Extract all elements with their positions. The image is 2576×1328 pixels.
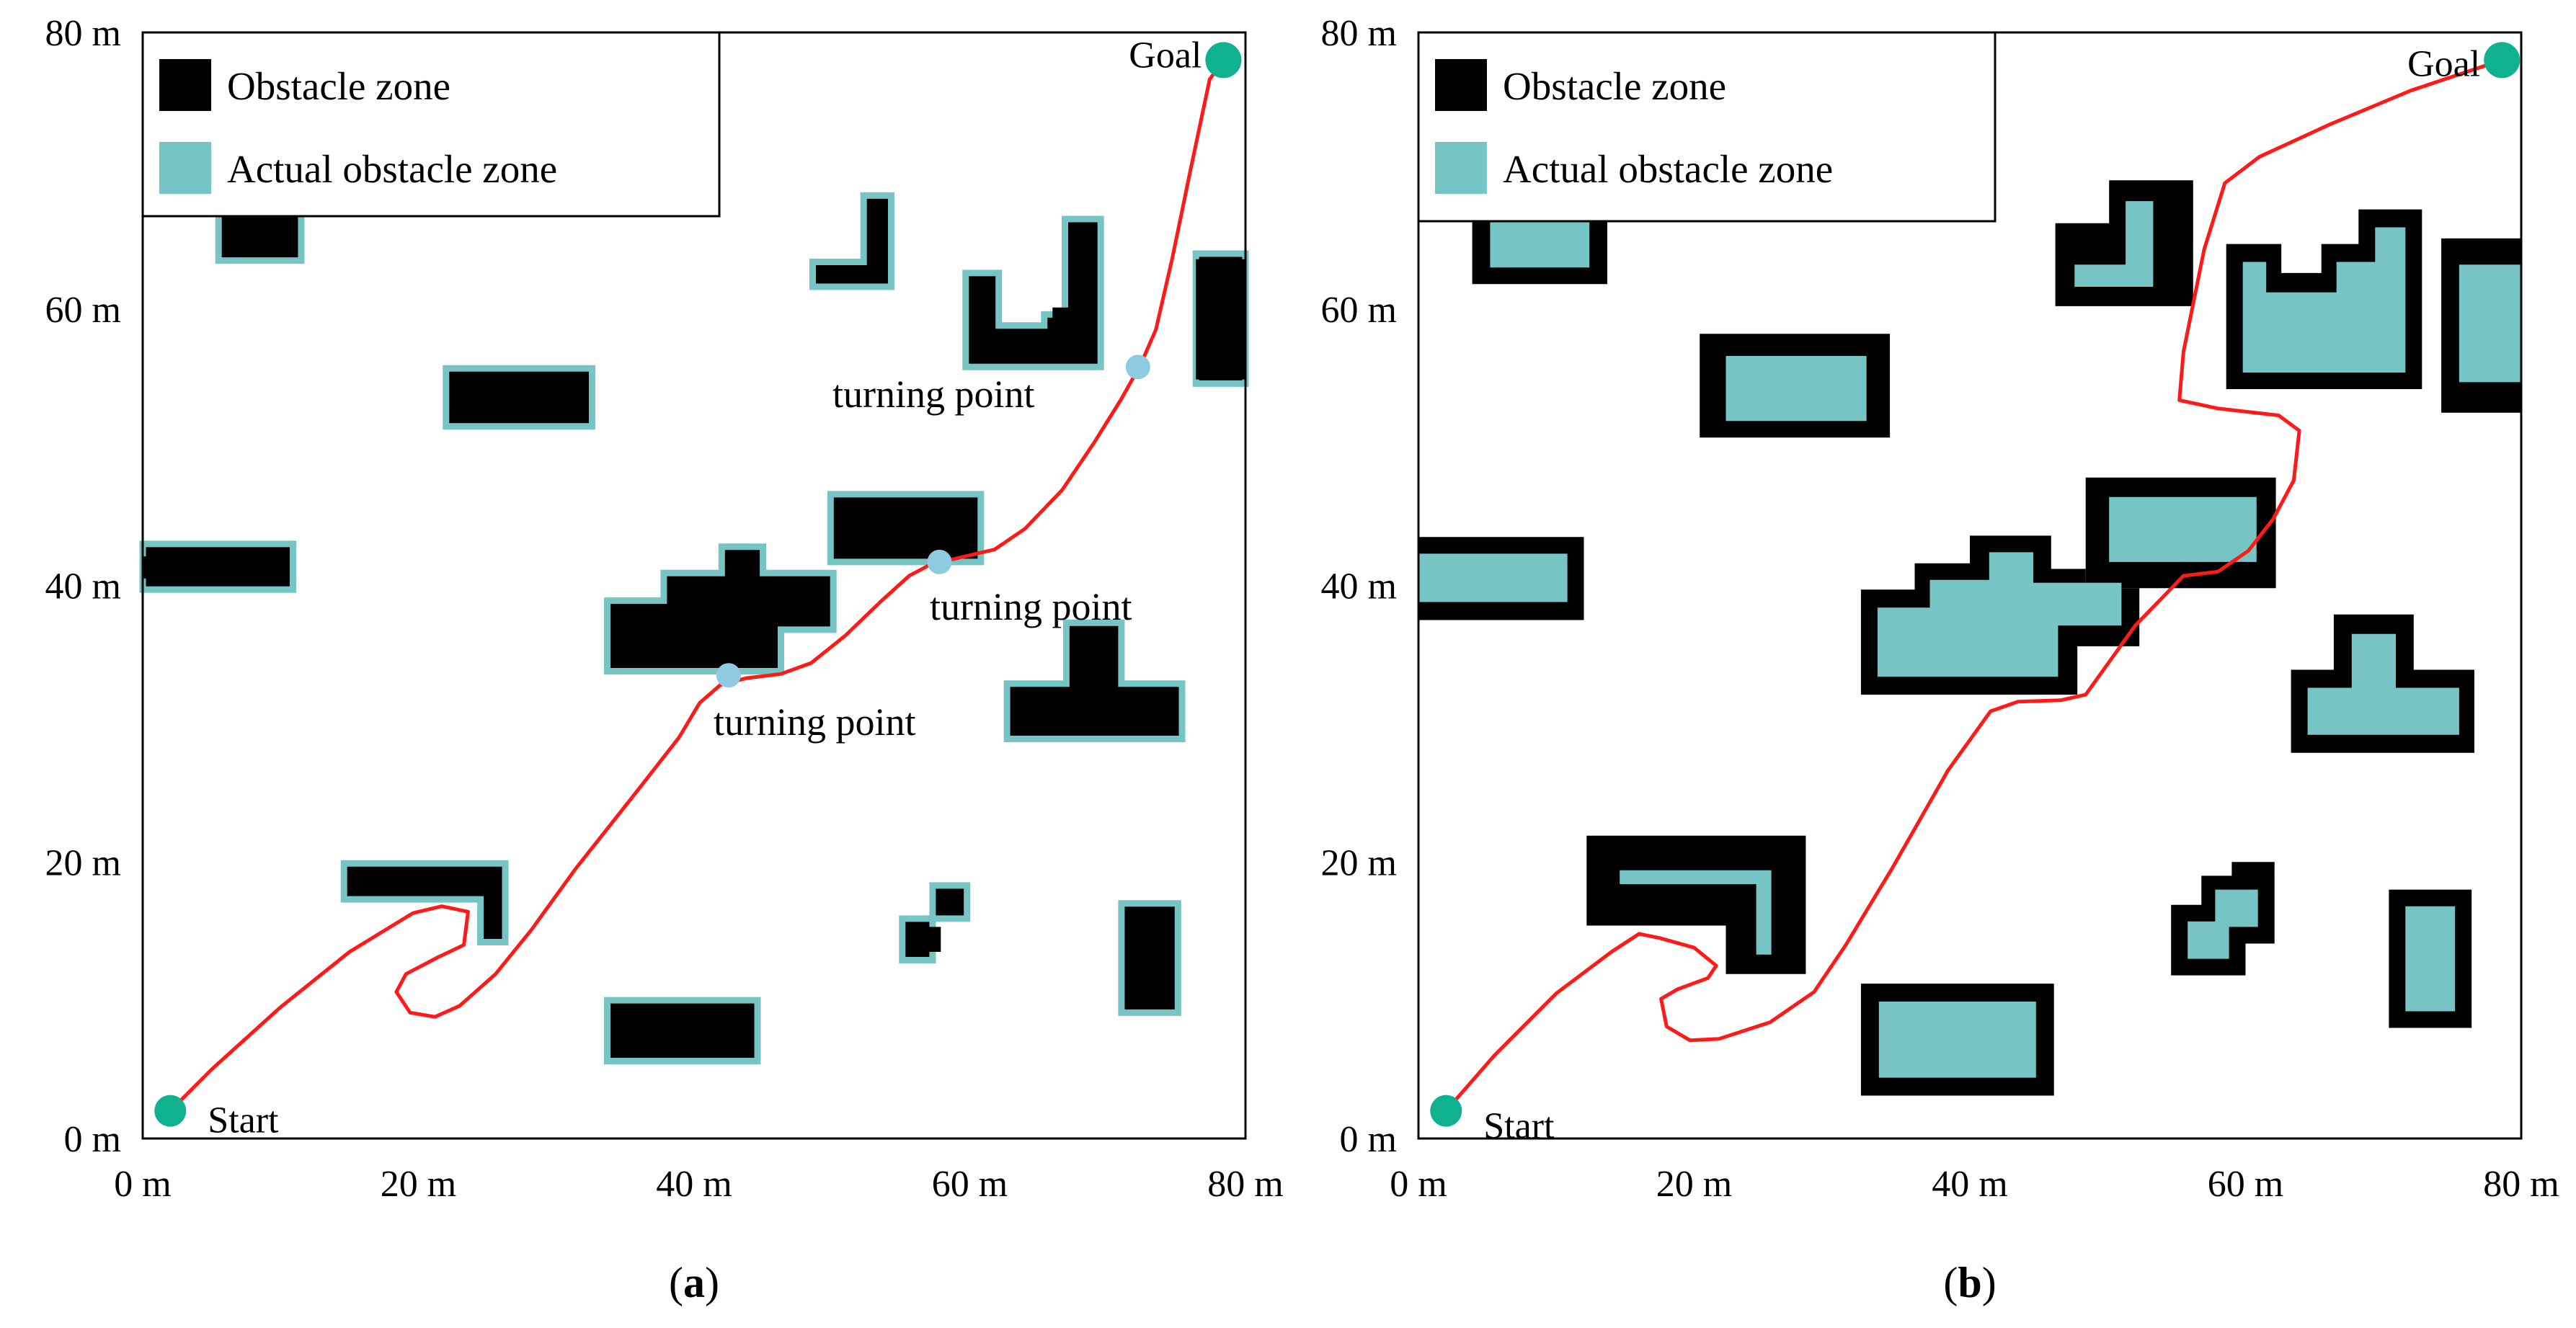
x-tick-label: 0 m bbox=[1390, 1164, 1447, 1205]
legend-box-a bbox=[141, 31, 721, 218]
actual-obstacle-big-center-shape bbox=[616, 558, 824, 661]
caption-paren-close: ) bbox=[1982, 1259, 1997, 1306]
turning-point-marker bbox=[1125, 355, 1150, 380]
x-tick-label: 20 m bbox=[1656, 1164, 1732, 1205]
path-layer-a bbox=[168, 58, 1225, 1113]
actual-obstacle-T-shape bbox=[1021, 649, 1168, 721]
y-ticks-b: 0 m 20 m 40 m 60 m 80 m bbox=[1321, 13, 1397, 1160]
actual-obstacle-mid-right-rect bbox=[2109, 496, 2257, 562]
turning-point-label: turning point bbox=[832, 373, 1035, 416]
y-tick-label: 80 m bbox=[45, 13, 121, 54]
actual-obstacle-nested-L bbox=[2074, 201, 2154, 287]
obstacle-zone-nested-L bbox=[2055, 180, 2193, 306]
actual-obstacle-T-shape bbox=[2307, 633, 2459, 735]
actual-obstacle-big-center-shape bbox=[1877, 552, 2122, 677]
y-tick-label: 0 m bbox=[64, 1119, 121, 1160]
y-tick-label: 40 m bbox=[45, 566, 121, 607]
legend-swatch-obstacle-b bbox=[1435, 59, 1487, 111]
y-tick-label: 20 m bbox=[45, 842, 121, 883]
actual-obstacle-L-bracket bbox=[352, 873, 496, 933]
actual-obstacle-top-left-block bbox=[229, 218, 295, 255]
goal-label-b: Goal bbox=[2407, 43, 2480, 84]
x-tick-label: 80 m bbox=[1207, 1164, 1283, 1205]
x-tick-label: 40 m bbox=[1932, 1164, 2007, 1205]
caption-letter: b bbox=[1958, 1259, 1981, 1306]
actual-obstacle-left-bar bbox=[143, 556, 281, 579]
legend-swatch-actual-a bbox=[159, 142, 211, 194]
start-point bbox=[154, 1095, 187, 1127]
turning-point-label: turning point bbox=[930, 585, 1132, 628]
markers-a bbox=[154, 42, 1242, 1127]
x-tick-label: 60 m bbox=[2208, 1164, 2283, 1205]
actual-obstacle-stair-block bbox=[2188, 889, 2258, 959]
x-ticks-a: 0 m 20 m 40 m 60 m 80 m bbox=[114, 1164, 1283, 1205]
panel-b: Obstacle zone Actual obstacle zone 0 m 2… bbox=[1321, 13, 2559, 1306]
actual-obstacle-mid-right-rect bbox=[838, 502, 973, 554]
obstacles-a bbox=[139, 192, 1249, 1064]
y-tick-label: 0 m bbox=[1340, 1119, 1397, 1160]
actual-obstacle-mid-top-rect bbox=[450, 373, 588, 423]
x-tick-label: 60 m bbox=[932, 1164, 1008, 1205]
obstacle-zone-L-bracket bbox=[1586, 835, 1806, 974]
y-tick-label: 60 m bbox=[45, 290, 121, 331]
actual-obstacle-U-shape bbox=[974, 226, 1094, 359]
start-label-a: Start bbox=[208, 1100, 279, 1141]
path-layer-b bbox=[1444, 58, 2504, 1113]
obstacles-b bbox=[1418, 180, 2521, 1096]
caption-paren-open: ( bbox=[669, 1259, 683, 1306]
y-ticks-a: 0 m 20 m 40 m 60 m 80 m bbox=[45, 13, 121, 1160]
turning-point-label: turning point bbox=[714, 700, 916, 744]
markers-b bbox=[1430, 42, 2521, 1127]
actual-obstacle-right-edge-rect bbox=[2459, 264, 2521, 383]
actual-obstacle-big-top-right bbox=[2242, 227, 2406, 373]
planned-path bbox=[1444, 58, 2504, 1113]
y-tick-label: 20 m bbox=[1321, 842, 1397, 883]
turning-point-marker bbox=[927, 549, 952, 574]
legend-b: Obstacle zone Actual obstacle zone bbox=[1417, 31, 1997, 223]
turning-point-marker bbox=[716, 663, 741, 688]
legend-label-actual-b: Actual obstacle zone bbox=[1503, 147, 1833, 191]
actual-obstacle-stair-pair bbox=[910, 893, 959, 952]
planned-path bbox=[168, 58, 1225, 1113]
legend-label-actual-a: Actual obstacle zone bbox=[227, 147, 557, 191]
legend-box-b bbox=[1417, 31, 1997, 223]
y-tick-label: 80 m bbox=[1321, 13, 1397, 54]
x-tick-label: 0 m bbox=[114, 1164, 171, 1205]
y-tick-label: 40 m bbox=[1321, 566, 1397, 607]
panel-a: Obstacle zone Actual obstacle zone 0 m 2… bbox=[45, 13, 1284, 1306]
actual-obstacle-right-small-rect bbox=[1136, 922, 1162, 995]
legend-label-obstacle-b: Obstacle zone bbox=[1503, 64, 1726, 108]
y-tick-label: 60 m bbox=[1321, 290, 1397, 331]
caption-b: (b) bbox=[1943, 1259, 1996, 1306]
actual-obstacle-mid-top-rect bbox=[1726, 356, 1867, 422]
goal-point bbox=[2484, 42, 2521, 79]
x-tick-label: 80 m bbox=[2483, 1164, 2559, 1205]
caption-paren-open: ( bbox=[1943, 1259, 1958, 1306]
actual-obstacle-L-bracket bbox=[1620, 870, 1772, 955]
legend-label-obstacle-a: Obstacle zone bbox=[227, 64, 450, 108]
caption-letter: a bbox=[683, 1259, 705, 1306]
start-point bbox=[1430, 1095, 1462, 1127]
legend-a: Obstacle zone Actual obstacle zone bbox=[141, 31, 721, 218]
actual-obstacle-right-edge-rect bbox=[1196, 259, 1245, 380]
x-ticks-b: 0 m 20 m 40 m 60 m 80 m bbox=[1390, 1164, 2559, 1205]
legend-swatch-actual-b bbox=[1435, 142, 1487, 194]
start-label-b: Start bbox=[1483, 1106, 1555, 1147]
actual-obstacle-right-small-rect bbox=[2405, 906, 2456, 1012]
actual-obstacle-left-bar bbox=[1418, 553, 1568, 602]
caption-a: (a) bbox=[669, 1259, 719, 1306]
x-tick-label: 40 m bbox=[656, 1164, 732, 1205]
x-tick-label: 20 m bbox=[381, 1164, 456, 1205]
obstacle-zone-small-L bbox=[809, 192, 894, 290]
turning-point-labels-a: turning point turning point turning poin… bbox=[714, 373, 1132, 744]
caption-paren-close: ) bbox=[705, 1259, 719, 1306]
goal-point bbox=[1205, 42, 1242, 79]
actual-obstacle-bottom-rect bbox=[616, 1008, 750, 1053]
goal-label-a: Goal bbox=[1129, 35, 1202, 76]
actual-obstacle-bottom-rect bbox=[1878, 1002, 2036, 1078]
legend-swatch-obstacle-a bbox=[159, 59, 211, 111]
